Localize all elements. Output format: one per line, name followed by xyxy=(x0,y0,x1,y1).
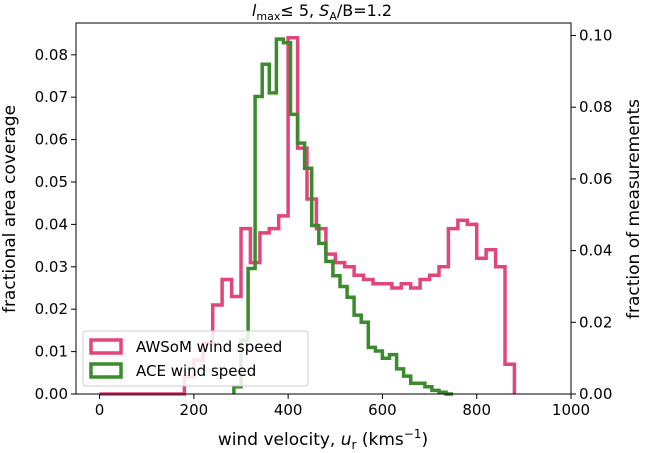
y-tick-label-right: 0.02 xyxy=(579,313,612,331)
legend-swatch-ace xyxy=(89,362,123,379)
y-tick-label-left: 0.08 xyxy=(35,46,68,64)
x-tick-label: 800 xyxy=(462,401,491,419)
y-tick-label-left: 0.00 xyxy=(35,385,68,403)
y-tick-label-left: 0.05 xyxy=(35,173,68,191)
x-tick-label: 400 xyxy=(274,401,303,419)
y-tick-label-right: 0.06 xyxy=(579,170,612,188)
legend: AWSoM wind speed ACE wind speed xyxy=(82,330,309,387)
y-tick-label-left: 0.01 xyxy=(35,343,68,361)
y-tick-label-left: 0.04 xyxy=(35,215,68,233)
chart-title: lmax≤ 5, SA/B=1.2 xyxy=(252,1,392,23)
legend-label-ace: ACE wind speed xyxy=(136,362,256,380)
y-tick-label-right: 0.10 xyxy=(579,27,612,45)
legend-box xyxy=(82,330,309,387)
x-axis-label: wind velocity, ur (kms−1) xyxy=(218,427,428,452)
x-tick-label: 1000 xyxy=(552,401,590,419)
y-tick-label-left: 0.03 xyxy=(35,258,68,276)
y-tick-label-right: 0.08 xyxy=(579,98,612,116)
y-tick-label-left: 0.07 xyxy=(35,88,68,106)
x-tick-label: 200 xyxy=(180,401,209,419)
y-axis-label-left: fractional area coverage xyxy=(0,105,20,313)
ticks-layer: 0 200 400 600 800 10000.000.010.020.030.040.0… xyxy=(35,27,613,419)
y-axis-label-right: fraction of measurements xyxy=(624,99,644,319)
y-tick-label-left: 0.02 xyxy=(35,300,68,318)
x-tick-label: 0 xyxy=(95,401,105,419)
y-tick-label-left: 0.06 xyxy=(35,131,68,149)
legend-label-awsom: AWSoM wind speed xyxy=(136,338,282,356)
legend-swatch-awsom xyxy=(89,338,123,355)
series-line-ace xyxy=(232,37,454,396)
x-tick-label: 600 xyxy=(368,401,397,419)
y-tick-label-right: 0.04 xyxy=(579,242,612,260)
plot-frame xyxy=(75,22,572,395)
y-tick-label-right: 0.00 xyxy=(579,385,612,403)
